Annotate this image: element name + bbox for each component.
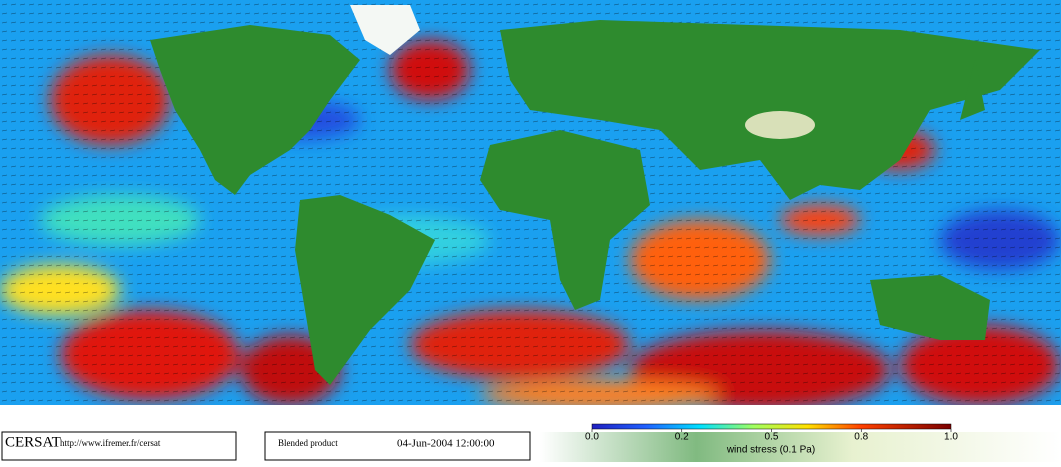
product-box <box>264 431 531 461</box>
date: 04-Jun-2004 12:00:00 <box>397 438 495 450</box>
landmasses <box>0 5 1061 430</box>
colorbar-tick-label: 0.2 <box>675 432 689 443</box>
product: Blended product <box>278 438 338 448</box>
credit-box <box>1 431 237 461</box>
colorbar-tick-label: 0.8 <box>854 432 868 443</box>
colorbar-tick-label: 0.0 <box>585 432 599 443</box>
url: http://www.ifremer.fr/cersat <box>60 438 161 448</box>
credit: CERSAT <box>5 434 61 450</box>
colorbar <box>591 423 952 430</box>
footer-land <box>540 432 1061 462</box>
colorbar-label: wind stress (0.1 Pa) <box>726 445 815 456</box>
colorbar-tick-label: 1.0 <box>944 432 958 443</box>
colorbar-tick-label: 0.5 <box>765 432 779 443</box>
